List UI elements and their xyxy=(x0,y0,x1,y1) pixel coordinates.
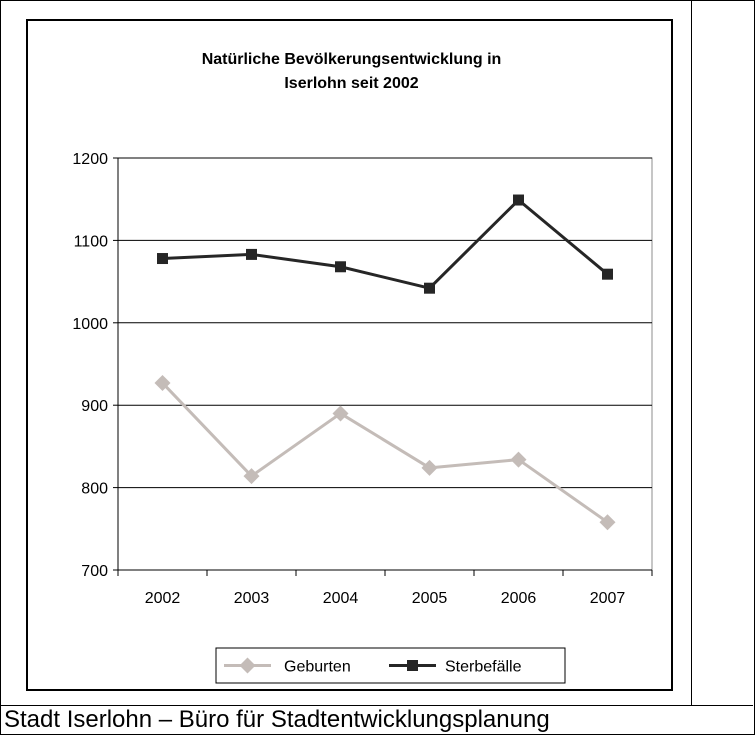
x-tick-label: 2005 xyxy=(412,590,448,607)
x-tick-label: 2004 xyxy=(323,590,359,607)
legend-marker-sterbefaelle xyxy=(407,660,418,671)
legend-label-geburten: Geburten xyxy=(284,659,351,676)
data-point-geburten xyxy=(599,514,616,531)
x-tick-label: 2002 xyxy=(145,590,181,607)
y-tick-label: 1200 xyxy=(72,151,108,168)
y-tick-label: 800 xyxy=(81,481,108,498)
data-point-geburten xyxy=(154,374,171,391)
x-tick-label: 2003 xyxy=(234,590,270,607)
data-point-geburten xyxy=(510,451,527,468)
x-tick-label: 2006 xyxy=(501,590,537,607)
data-point-sterbefaelle xyxy=(513,194,524,206)
data-point-sterbefaelle xyxy=(602,268,613,280)
y-tick-label: 1100 xyxy=(74,233,109,250)
plot-area xyxy=(117,157,653,571)
data-point-sterbefaelle xyxy=(335,261,346,273)
y-tick-label: 700 xyxy=(81,563,108,580)
data-point-geburten xyxy=(421,459,438,476)
legend-marker-geburten xyxy=(239,657,256,674)
data-point-geburten xyxy=(332,405,349,422)
legend-label-sterbefaelle: Sterbefälle xyxy=(445,659,522,676)
data-point-geburten xyxy=(243,468,260,485)
chart-title: Natürliche Bevölkerungsentwicklung in Is… xyxy=(28,48,675,96)
chart-area: Natürliche Bevölkerungsentwicklung in Is… xyxy=(26,19,673,691)
y-tick-label: 1000 xyxy=(72,316,108,333)
source-caption: Stadt Iserlohn – Büro für Stadtentwicklu… xyxy=(4,706,550,733)
line-chart: 700 800 900 1000 1100 1200 2002 2003 2004 2005 200… xyxy=(72,151,653,684)
data-point-sterbefaelle xyxy=(424,282,435,294)
series-line-sterbefaelle xyxy=(162,198,609,290)
chart-title-line-2: Iserlohn seit 2002 xyxy=(284,75,419,92)
data-point-sterbefaelle xyxy=(246,248,257,260)
table-divider-vertical xyxy=(691,0,692,705)
chart-title-line-1: Natürliche Bevölkerungsentwicklung in xyxy=(201,51,502,68)
x-tick-label: 2007 xyxy=(590,590,626,607)
y-tick-label: 900 xyxy=(81,398,108,415)
data-point-sterbefaelle xyxy=(157,253,168,265)
table-divider-horizontal xyxy=(0,705,753,706)
series-line-geburten xyxy=(161,381,609,524)
